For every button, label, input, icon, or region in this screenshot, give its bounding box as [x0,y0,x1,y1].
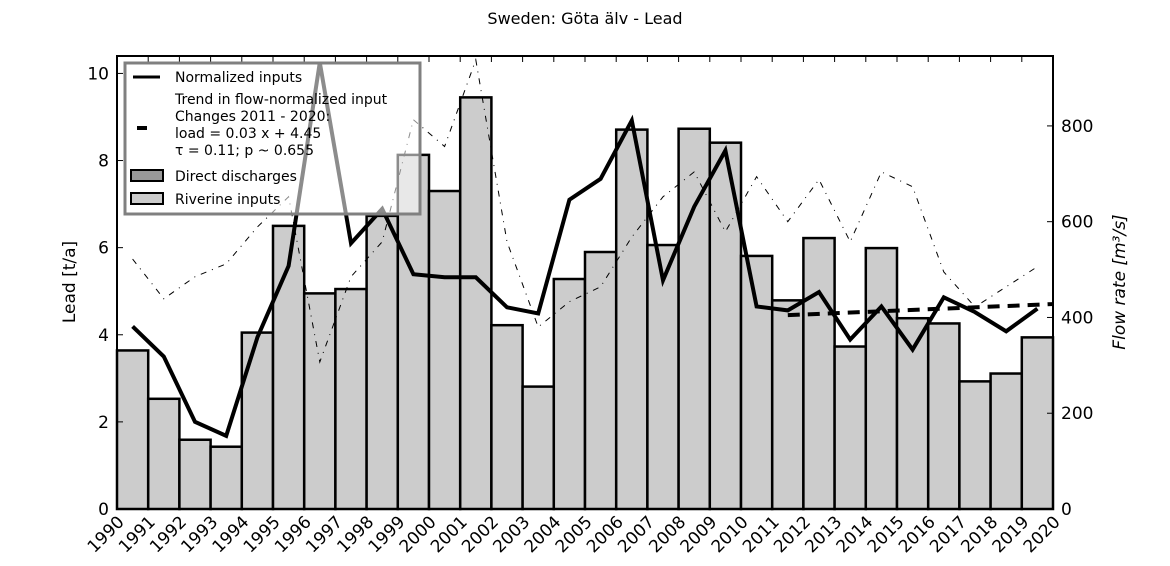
bar-riverine-1990 [115,349,150,511]
legend-trend-stats: τ = 0.11; p ~ 0.655 [175,143,314,159]
bar-riverine-2003 [521,385,556,511]
bar-riverine-2002 [490,323,524,511]
legend-trend-equation: load = 0.03 x + 4.45 [175,126,321,142]
bar-riverine-2005 [583,250,618,511]
legend-normalized-label: Normalized inputs [175,70,302,86]
chart-title: Sweden: Göta älv - Lead [487,9,682,28]
y2-tick-label: 0 [1061,500,1072,520]
y2-tick-label: 400 [1061,308,1093,328]
y-tick-label: 8 [98,152,109,172]
bar-riverine-2011 [770,299,805,511]
bar-riverine-2004 [552,277,587,511]
bar-riverine-2017 [958,380,992,511]
trend-line [787,302,1054,318]
x-tick-label: 2020 [1020,512,1065,557]
y-tick-label: 10 [87,64,109,84]
bar-riverine-2001 [458,96,493,511]
legend-trend-label2: Changes 2011 - 2020: [175,109,330,125]
bar-riverine-2012 [802,236,836,511]
bar-riverine-1992 [178,438,212,511]
bar-riverine-1991 [146,397,181,511]
y2-tick-label: 800 [1061,117,1093,137]
y2-axis-label: Flow rate [m³/s] [1110,214,1130,349]
y-tick-label: 6 [98,239,109,259]
y-tick-label: 4 [98,326,109,346]
legend-direct-label: Direct discharges [175,169,297,185]
legend-riverine-swatch [130,192,164,205]
y2-tick-label: 200 [1061,404,1093,424]
bar-riverine-1998 [365,214,400,511]
bar-riverine-1997 [334,287,368,511]
bar-riverine-2014 [864,246,899,511]
y-axis-label: Lead [t/a] [60,241,80,323]
legend-trend-label: Trend in flow-normalized input [174,92,388,108]
legend: Normalized inputs Trend in flow-normaliz… [123,61,422,216]
y-tick-label: 2 [98,413,109,433]
bar-riverine-1996 [302,292,337,511]
bar-riverine-1994 [240,331,275,511]
bar-riverine-1993 [209,445,244,511]
bar-riverine-2019 [1020,336,1055,511]
bar-riverine-2010 [739,254,774,511]
y2-tick-label: 600 [1061,213,1093,233]
bar-riverine-2016 [926,322,961,511]
bar-riverine-2018 [989,372,1024,511]
legend-riverine-label: Riverine inputs [175,192,280,208]
normalized-inputs-line [131,62,1039,439]
y-tick-label: 0 [98,500,109,520]
bar-riverine-2013 [833,345,868,511]
legend-direct-swatch [130,169,164,182]
bar-riverine-2000 [427,189,462,511]
